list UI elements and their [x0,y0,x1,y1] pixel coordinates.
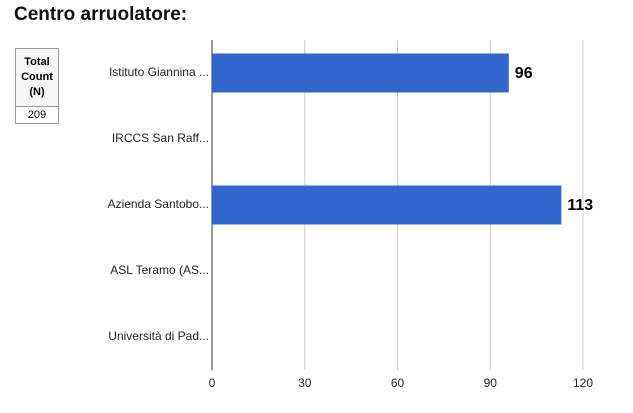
x-tick-label: 30 [298,376,312,390]
summary-header: Total Count (N) [15,48,59,107]
x-tick-label: 90 [484,376,498,390]
y-tick-label: Università di Pad... [108,329,209,343]
y-tick-label: Azienda Santobo... [108,197,209,211]
y-tick-label: IRCCS San Raff... [112,131,209,145]
bar [212,185,562,225]
x-tick-label: 60 [391,376,405,390]
y-tick-label: Istituto Giannina ... [109,65,209,79]
x-tick-label: 120 [573,376,593,390]
y-tick-label: ASL Teramo (AS... [110,263,209,277]
value-label: 96 [515,65,533,82]
summary-table: Total Count (N) 209 [15,48,59,124]
bar [212,53,509,93]
x-tick-label: 0 [209,376,216,390]
chart-title: Centro arruolatore: [14,4,188,25]
value-label: 113 [567,197,593,214]
summary-value: 209 [15,106,59,124]
